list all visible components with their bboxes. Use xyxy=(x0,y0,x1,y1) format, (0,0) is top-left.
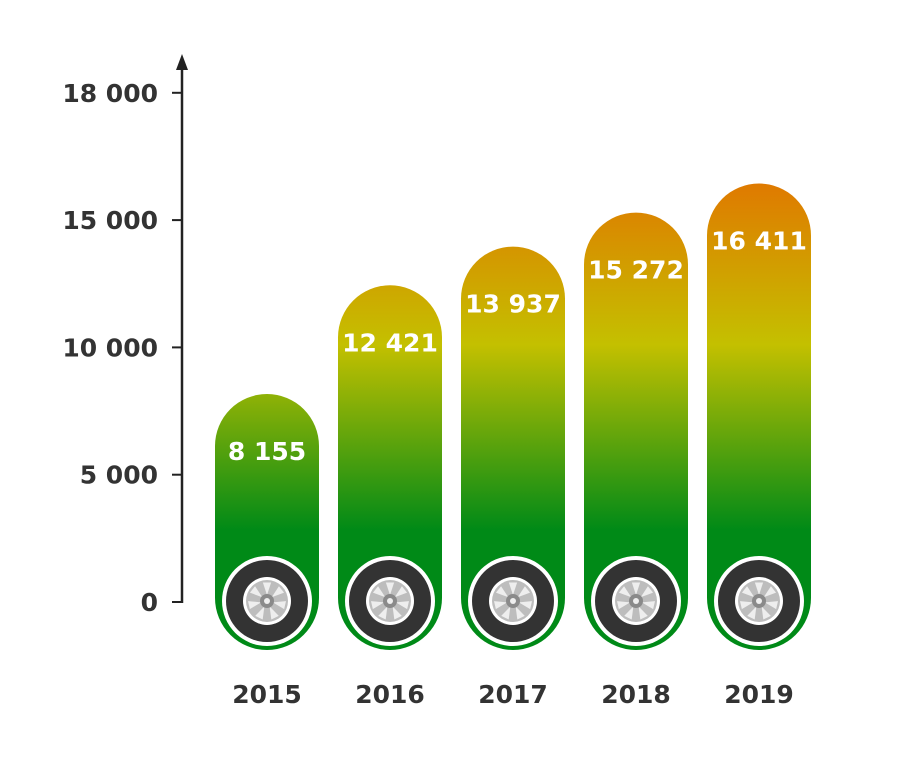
tire-icon xyxy=(345,556,435,646)
bar-group-2015: 8 155 2015 xyxy=(215,394,319,709)
tire-icon xyxy=(468,556,558,646)
tire-icon xyxy=(591,556,681,646)
bar-value-label: 13 937 xyxy=(465,290,561,319)
bar-value-label: 15 272 xyxy=(588,256,684,285)
bar xyxy=(461,246,565,651)
axis-arrow-icon xyxy=(176,54,188,70)
x-category-label: 2018 xyxy=(601,680,671,709)
tire-icon xyxy=(714,556,804,646)
bar-group-2017: 13 937 2017 xyxy=(461,246,565,709)
bar xyxy=(584,212,688,650)
bar-value-label: 12 421 xyxy=(342,328,438,357)
y-tick-label: 18 000 xyxy=(62,79,158,108)
tire-icon xyxy=(222,556,312,646)
x-category-label: 2019 xyxy=(724,680,794,709)
x-category-label: 2015 xyxy=(232,680,302,709)
y-tick-label: 15 000 xyxy=(62,206,158,235)
y-axis xyxy=(176,54,188,603)
bar xyxy=(338,285,442,650)
x-category-label: 2017 xyxy=(478,680,548,709)
bar-value-label: 8 155 xyxy=(228,437,306,466)
bar-value-label: 16 411 xyxy=(711,227,807,256)
bar xyxy=(707,183,811,650)
y-tick-label: 0 xyxy=(141,588,158,617)
bar-group-2019: 16 411 2019 xyxy=(707,183,811,709)
y-tick-label: 10 000 xyxy=(62,333,158,362)
bar-group-2016: 12 421 2016 xyxy=(338,285,442,709)
bar-group-2018: 15 272 2018 xyxy=(584,212,688,709)
x-category-label: 2016 xyxy=(355,680,425,709)
y-tick-label: 5 000 xyxy=(80,461,158,490)
